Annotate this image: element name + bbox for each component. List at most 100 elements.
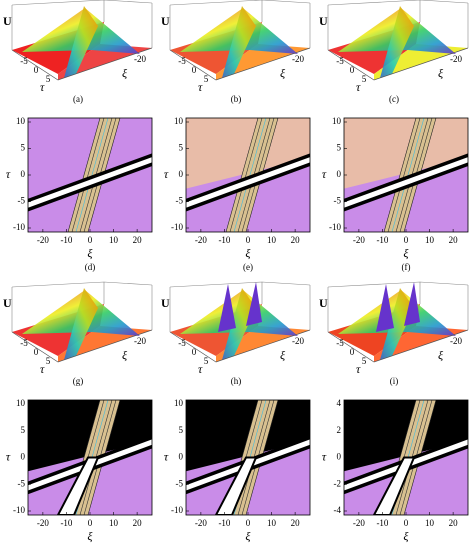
xi-tick-label: 0 — [404, 518, 409, 528]
lower-band — [56, 456, 100, 515]
panel: U -5 05τ -20 ξ (h) — [161, 281, 311, 386]
caption: (f) — [402, 262, 411, 272]
box-edge — [327, 0, 469, 6]
xi-tick-label: 0 — [246, 235, 251, 245]
xi-tick-label: -10 — [60, 235, 72, 245]
lower-band — [372, 456, 416, 515]
xi-tick-label: 20 — [291, 235, 301, 245]
box-edge — [169, 281, 311, 288]
box-floor — [11, 329, 153, 363]
xi-tick-label: -20 — [37, 518, 49, 528]
contour-line — [75, 118, 109, 232]
xi-tick-label: -10 — [60, 518, 72, 528]
xi-tick-label: 10 — [267, 518, 277, 528]
caption: (g) — [73, 376, 84, 386]
xi-label: ξ — [122, 348, 128, 362]
box-floor — [327, 329, 469, 363]
caption: (d) — [85, 262, 96, 272]
xi-tick-label: 10 — [109, 235, 119, 245]
tau-tick-label: 5 — [46, 74, 51, 84]
z-label: U — [161, 14, 170, 28]
diagonal-band — [344, 157, 468, 208]
tau-label: τ — [40, 362, 45, 376]
tau-tick-label: -10 — [171, 505, 183, 515]
panel: 10 5 0 -5 -10 -20 -10 0 10 20 τ ξ (e) — [164, 116, 311, 272]
diagonal-band — [28, 157, 152, 208]
xi-label: ξ — [280, 66, 286, 80]
box-edge — [11, 281, 153, 288]
xi-tick-label: -20 — [353, 518, 365, 528]
contour-line — [233, 118, 267, 232]
xi-tick-label: -20 — [37, 235, 49, 245]
tau-tick-label: 5 — [179, 425, 184, 435]
z-label: U — [161, 296, 170, 310]
xi-tick-label: -20 — [450, 54, 462, 64]
xi-tick-label: 20 — [449, 518, 459, 528]
tau-tick-label: 10 — [16, 398, 26, 408]
tau-tick-label: 0 — [34, 65, 39, 75]
z-label: U — [3, 296, 12, 310]
xi-tick-label: 10 — [109, 518, 119, 528]
xi-label: ξ — [122, 66, 128, 80]
tau-tick-label: 0 — [179, 452, 184, 462]
tau-tick-label: 5 — [46, 356, 51, 366]
tau-tick-label: 0 — [192, 65, 197, 75]
xi-tick-label: 20 — [133, 235, 143, 245]
diagonal-band — [186, 157, 310, 208]
xi-tick-label: -20 — [292, 336, 304, 346]
contour-area — [186, 400, 310, 515]
tau-tick-label: 5 — [204, 74, 209, 84]
tau-tick-label: 0 — [337, 169, 342, 179]
xi-tick-label: 0 — [88, 235, 93, 245]
xi-label: ξ — [245, 246, 251, 260]
tau-tick-label: -5 — [336, 56, 344, 66]
tau-label: τ — [322, 449, 327, 463]
xi-tick-label: 10 — [267, 235, 277, 245]
tau-label: τ — [6, 167, 11, 181]
xi-tick-label: 10 — [425, 518, 435, 528]
tau-tick-label: 2 — [337, 425, 342, 435]
contour-line — [391, 118, 425, 232]
xi-tick-label: -20 — [292, 54, 304, 64]
tau-tick-label: 5 — [337, 143, 342, 153]
tau-tick-label: 5 — [21, 143, 26, 153]
tau-tick-label: -4 — [334, 505, 342, 515]
xi-label: ξ — [245, 529, 251, 543]
ridge — [222, 6, 256, 78]
caption: (e) — [243, 262, 253, 272]
tau-tick-label: 10 — [16, 116, 26, 126]
xi-tick-label: 0 — [404, 235, 409, 245]
tau-tick-label: 5 — [362, 74, 367, 84]
xi-label: ξ — [403, 246, 409, 260]
panel: 10 5 0 -5 -10 -20 -10 0 10 20 τ ξ (d) — [6, 116, 153, 272]
xi-tick-label: 20 — [291, 518, 301, 528]
tau-tick-label: 0 — [21, 169, 26, 179]
tau-tick-label: -5 — [178, 56, 186, 66]
tau-tick-label: 0 — [34, 347, 39, 357]
contour-area — [28, 118, 152, 232]
caption: (h) — [231, 376, 242, 386]
contour-area — [186, 118, 310, 232]
xi-tick-label: -20 — [195, 518, 207, 528]
xi-tick-label: 0 — [88, 518, 93, 528]
panel: U -5 05τ -20 ξ (b) — [161, 0, 311, 104]
xi-tick-label: 10 — [425, 235, 435, 245]
xi-tick-label: 20 — [449, 235, 459, 245]
tau-tick-label: -5 — [18, 478, 26, 488]
z-label: U — [319, 14, 328, 28]
caption: (b) — [231, 94, 242, 104]
xi-tick-label: -20 — [134, 54, 146, 64]
tau-tick-label: 0 — [21, 452, 26, 462]
contour-line — [71, 118, 105, 232]
tau-tick-label: -10 — [171, 222, 183, 232]
lower-band — [214, 456, 258, 515]
panel: U -5 05τ -20 ξ (a) — [3, 0, 153, 104]
tau-tick-label: -10 — [329, 222, 341, 232]
xi-tick-label: -20 — [134, 336, 146, 346]
tau-tick-label: -5 — [20, 56, 28, 66]
xi-tick-label: 20 — [133, 518, 143, 528]
peak — [376, 284, 394, 332]
